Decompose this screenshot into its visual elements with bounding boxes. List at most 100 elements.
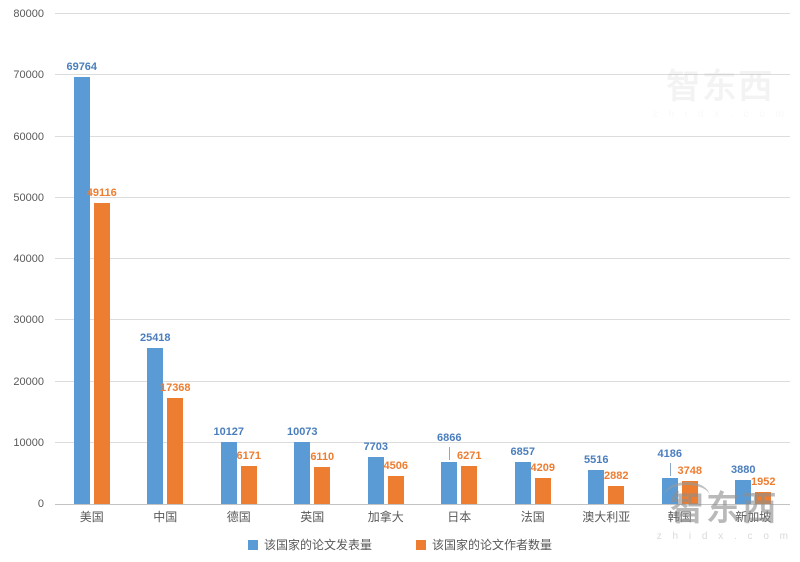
y-tick-label: 10000 [13, 436, 44, 449]
data-label: 3880 [731, 464, 756, 476]
y-tick-label: 50000 [13, 191, 44, 204]
bar-publications [588, 470, 605, 504]
label-leader-line [669, 463, 671, 476]
bar-group: 6857 4209 [496, 14, 570, 504]
bar-group: 5516 2882 [570, 14, 644, 504]
y-tick-label: 0 [37, 498, 44, 510]
gridline [55, 74, 790, 76]
data-label: 4506 [383, 460, 408, 472]
bar-wrap: 10127 [213, 426, 244, 504]
category-label: 美国 [79, 510, 104, 524]
category-label: 中国 [153, 510, 178, 524]
legend-swatch-blue [247, 539, 258, 550]
bar-publications [441, 462, 458, 504]
bar-group: 3880 1952 [717, 14, 791, 504]
bar-publications [735, 480, 752, 504]
bar-authors [681, 481, 698, 504]
bar-authors [93, 203, 110, 504]
bar-wrap: 2882 [604, 470, 628, 504]
bar-group: 6866 6271 [423, 14, 497, 504]
data-label: 25418 [139, 332, 171, 344]
bar-wrap: 17368 [160, 382, 191, 504]
bar-publications [147, 348, 164, 504]
legend-label-publications: 该国家的论文发表量 [263, 538, 372, 552]
data-label: 69764 [66, 61, 98, 73]
data-label: 6171 [236, 450, 261, 462]
data-label: 7703 [363, 441, 388, 453]
gridline [55, 13, 790, 14]
bar-authors [167, 398, 184, 504]
bar-publications [220, 442, 237, 504]
bar-wrap: 6110 [310, 451, 334, 504]
legend-item-authors: 该国家的论文作者数量 [416, 536, 552, 553]
gridline [55, 196, 790, 198]
y-tick-label: 20000 [13, 375, 44, 388]
data-label: 4186 [657, 448, 682, 460]
legend-item-publications: 该国家的论文发表量 [247, 536, 372, 553]
bar-wrap: 10073 [287, 426, 318, 504]
gridline [55, 135, 790, 137]
gridline [55, 380, 790, 382]
bar-authors [755, 492, 772, 504]
category-label: 澳大利亚 [582, 510, 631, 524]
bar-wrap: 6171 [237, 450, 261, 504]
bar-authors [314, 467, 331, 504]
data-label: 4209 [530, 462, 555, 474]
y-tick-label: 80000 [13, 8, 44, 20]
bar-group: 69764 49116 [55, 14, 129, 504]
data-label: 5516 [584, 454, 609, 466]
bar-publications [661, 478, 678, 504]
legend: 该国家的论文发表量 该国家的论文作者数量 [0, 536, 800, 553]
bar-publications [367, 457, 384, 504]
gridline [55, 319, 790, 321]
bar-wrap: 25418 [140, 332, 171, 504]
label-leader-line [449, 447, 451, 460]
bar-authors [534, 478, 551, 504]
bar-wrap: 6857 [511, 446, 535, 504]
category-label: 日本 [447, 510, 472, 524]
bar-group: 10073 6110 [276, 14, 350, 504]
y-tick-label: 60000 [13, 130, 44, 143]
bar-group: 25418 17368 [129, 14, 203, 504]
category-label: 法国 [520, 510, 545, 524]
bar-wrap: 3880 [731, 464, 755, 504]
bar-publications [514, 462, 531, 504]
bar-authors [240, 466, 257, 504]
bar-wrap: 4506 [384, 460, 408, 504]
bar-wrap: 3748 [678, 465, 702, 504]
bar-wrap: 4209 [531, 462, 555, 504]
gridline [55, 441, 790, 443]
data-label: 3748 [677, 465, 702, 477]
data-label: 10127 [213, 426, 245, 438]
y-tick-label: 30000 [13, 314, 44, 327]
data-label: 2882 [604, 470, 629, 482]
data-label: 6110 [310, 451, 335, 463]
category-label: 新加坡 [735, 510, 772, 524]
bar-wrap: 69764 [66, 61, 97, 504]
gridline [55, 258, 790, 259]
bar-wrap: 7703 [364, 441, 388, 504]
data-label: 1952 [751, 476, 776, 488]
y-tick-label: 40000 [13, 253, 44, 265]
bar-group: 4186 3748 [643, 14, 717, 504]
y-tick-label: 70000 [13, 69, 44, 82]
category-label: 加拿大 [367, 510, 404, 524]
bar-wrap: 1952 [751, 476, 775, 504]
category-label: 韩国 [667, 510, 692, 524]
plot-area: 69764 49116 25418 17368 10127 6171 10073 6110 77… [55, 13, 791, 505]
legend-label-authors: 该国家的论文作者数量 [432, 538, 553, 552]
data-label: 17368 [159, 382, 191, 394]
bar-publications [294, 442, 311, 504]
data-label: 6271 [457, 450, 482, 462]
bar-group: 10127 6171 [202, 14, 276, 504]
bar-authors [608, 486, 625, 504]
bar-wrap: 49116 [87, 187, 117, 504]
bar-authors [461, 466, 478, 504]
bar-wrap: 6271 [457, 450, 481, 504]
bar-group: 7703 4506 [349, 14, 423, 504]
bar-wrap: 5516 [584, 454, 608, 504]
bar-publications [73, 77, 90, 504]
data-label: 6857 [510, 446, 535, 458]
bar-wrap: 4186 [658, 448, 682, 504]
